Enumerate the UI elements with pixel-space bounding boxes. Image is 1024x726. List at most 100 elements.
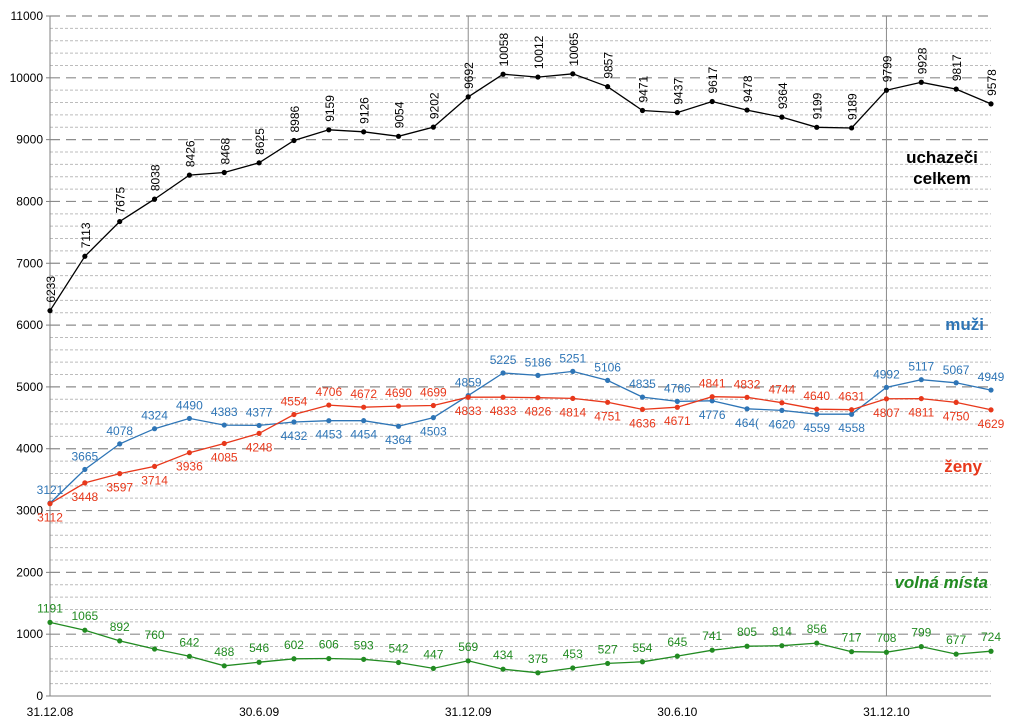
data-label: 3665 (72, 449, 99, 463)
data-point (779, 643, 785, 649)
data-label: 434 (493, 648, 513, 662)
data-point (151, 646, 158, 652)
data-label: 4835 (629, 377, 656, 391)
y-tick-label: 0 (36, 689, 43, 703)
data-label: 488 (214, 645, 234, 659)
data-point (465, 658, 471, 664)
data-label: 4949 (978, 370, 1005, 384)
data-label: 4383 (211, 405, 238, 419)
y-tick-label: 2000 (16, 565, 43, 579)
data-point (848, 125, 855, 131)
data-point (465, 394, 471, 400)
data-label: 4814 (559, 405, 586, 419)
data-point (47, 501, 53, 507)
data-label: 4751 (594, 409, 621, 423)
data-point (291, 411, 297, 418)
data-label: 805 (737, 625, 757, 639)
data-label: 645 (667, 635, 687, 649)
data-label: 9437 (671, 78, 685, 105)
data-point (186, 172, 193, 178)
data-point (151, 426, 158, 432)
data-label: 4503 (420, 425, 447, 439)
data-label: 9578 (985, 69, 999, 96)
data-point (395, 133, 402, 139)
y-tick-label: 5000 (16, 380, 43, 394)
data-label: 9199 (811, 92, 825, 119)
data-point (186, 653, 193, 659)
data-point (814, 411, 820, 417)
data-label: 4841 (699, 377, 726, 391)
data-point (570, 71, 576, 77)
data-point (395, 659, 402, 666)
data-label: 4620 (769, 417, 796, 431)
data-point (430, 402, 436, 409)
data-label: 4377 (246, 405, 273, 419)
data-point (47, 619, 53, 625)
data-label: 4559 (803, 421, 830, 435)
data-point (326, 402, 332, 408)
data-label: 9364 (776, 82, 790, 109)
data-label: 8625 (253, 128, 267, 155)
data-label: 9159 (323, 95, 337, 122)
data-label: 602 (284, 638, 304, 652)
data-point (500, 370, 506, 376)
data-label: 708 (876, 631, 896, 645)
series-names: uchazeči celkem muži ženy volná místa (894, 148, 988, 592)
data-point (674, 398, 680, 404)
data-point (918, 79, 924, 85)
data-point (221, 169, 227, 176)
data-point (535, 372, 541, 379)
data-label: 3112 (37, 511, 63, 525)
series-line-3 (49, 621, 992, 674)
data-point (883, 384, 890, 391)
data-label: 542 (389, 641, 409, 655)
data-point (605, 660, 611, 667)
data-point (744, 107, 750, 113)
data-label: 8426 (183, 140, 197, 167)
y-tick-label: 11000 (11, 9, 44, 23)
data-point (883, 649, 890, 655)
data-point (883, 396, 890, 402)
data-point (953, 651, 959, 657)
data-point (326, 655, 332, 662)
data-label: 717 (842, 631, 862, 645)
data-point (82, 253, 88, 259)
data-point (814, 124, 820, 130)
data-label: 4454 (350, 428, 377, 442)
series-points (47, 71, 994, 676)
data-label: 7113 (79, 222, 93, 248)
data-label: 554 (632, 641, 652, 655)
x-tick-label: 31.12.10 (863, 705, 910, 719)
data-label: 799 (911, 626, 931, 640)
data-point (500, 394, 506, 400)
data-label: 3597 (106, 481, 133, 495)
x-tick-label: 31.12.08 (27, 705, 74, 719)
data-point (361, 404, 367, 410)
x-tick-label: 31.12.09 (445, 705, 492, 719)
data-point (291, 419, 297, 425)
data-point (744, 643, 750, 649)
data-label: 4811 (908, 406, 934, 420)
data-label: 10065 (567, 32, 581, 66)
data-label: 606 (319, 638, 339, 652)
series-lines (49, 73, 992, 674)
data-label: 9189 (846, 93, 860, 120)
data-point (430, 415, 436, 421)
data-point (709, 98, 715, 105)
data-label: 5067 (943, 363, 970, 377)
axes: 0 1000 2000 3000 4000 5000 6000 7000 8000 9000 100… (10, 9, 991, 719)
data-point (535, 74, 541, 80)
data-label: 6233 (44, 276, 58, 303)
data-point (256, 430, 262, 436)
data-label: 4744 (769, 383, 796, 397)
data-point (639, 394, 646, 400)
data-label: 375 (528, 652, 548, 666)
y-tick-label: 1000 (16, 627, 43, 641)
data-point (918, 395, 924, 402)
data-point (848, 407, 855, 413)
data-point (151, 196, 158, 202)
data-point (639, 107, 646, 114)
data-point (326, 418, 332, 424)
y-tick-label: 4000 (16, 442, 43, 456)
data-point (395, 423, 402, 429)
